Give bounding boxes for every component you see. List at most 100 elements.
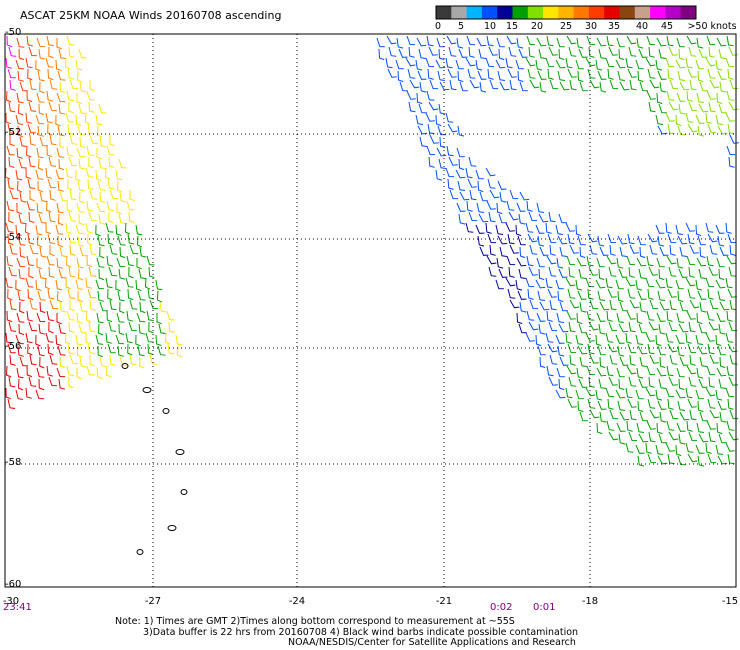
wind-barb: [106, 255, 114, 267]
wind-barb: [575, 224, 582, 237]
wind-barb: [124, 222, 131, 235]
lat-label: -52: [5, 127, 22, 138]
wind-barb: [116, 180, 123, 193]
wind-barb: [638, 268, 647, 279]
wind-barb: [115, 334, 124, 345]
wind-barb: [127, 233, 135, 245]
wind-barb: [708, 321, 719, 331]
wind-barb: [65, 277, 71, 290]
wind-barb: [6, 255, 14, 267]
wind-barb: [635, 334, 644, 345]
wind-barb: [418, 103, 427, 114]
wind-barb: [486, 35, 494, 47]
time-label: 23:41: [3, 602, 32, 613]
wind-barb: [537, 235, 545, 247]
wind-barb: [46, 145, 53, 158]
wind-barb: [86, 90, 95, 101]
wind-barb: [107, 288, 113, 301]
wind-barb: [705, 442, 712, 454]
wind-barb: [669, 299, 677, 311]
legend-swatch: [466, 6, 483, 19]
wind-barb: [67, 178, 73, 191]
wind-barb: [98, 268, 105, 281]
wind-barb: [647, 398, 656, 409]
wind-barb: [25, 57, 33, 69]
wind-barb: [679, 411, 690, 421]
wind-barb: [535, 279, 546, 289]
wind-barb: [599, 301, 610, 311]
wind-barb: [35, 114, 44, 125]
wind-barb: [665, 442, 675, 452]
wind-barb: [618, 48, 625, 61]
wind-barb: [96, 202, 106, 213]
legend-swatch: [588, 6, 605, 19]
lon-label: -24: [288, 596, 306, 607]
wind-barb: [8, 321, 17, 332]
wind-barb: [5, 332, 12, 344]
wind-barb: [546, 35, 554, 47]
wind-barb: [139, 301, 146, 314]
wind-barb: [627, 68, 637, 78]
wind-barb: [5, 57, 12, 69]
wind-barb: [718, 433, 727, 444]
island-outline: [121, 363, 129, 369]
wind-barb: [547, 233, 557, 244]
wind-barb: [105, 332, 112, 344]
wind-barb: [77, 235, 84, 247]
wind-barb: [599, 81, 607, 93]
wind-barb: [626, 35, 637, 45]
wind-barb: [68, 101, 74, 114]
wind-barb: [406, 35, 416, 46]
wind-barb: [55, 334, 62, 346]
wind-barb: [126, 255, 134, 267]
wind-barb: [106, 200, 114, 212]
wind-barb: [95, 169, 102, 181]
wind-barb: [648, 431, 656, 443]
wind-barb: [679, 81, 690, 91]
wind-barb: [416, 37, 427, 47]
wind-barb: [28, 266, 34, 279]
wind-barb: [708, 266, 718, 276]
wind-barb: [148, 266, 155, 278]
wind-barb: [717, 290, 726, 301]
wind-barb: [526, 255, 534, 267]
wind-barb: [428, 156, 435, 168]
wind-barb: [667, 68, 674, 80]
wind-barb: [489, 189, 500, 199]
wind-barb: [128, 211, 135, 223]
wind-barb: [516, 202, 526, 212]
wind-barb: [656, 37, 667, 47]
wind-barb: [477, 180, 484, 193]
wind-barb: [547, 288, 557, 298]
wind-barb: [545, 332, 554, 343]
wind-barb: [499, 191, 507, 203]
wind-barb: [16, 92, 24, 104]
wind-barb: [655, 444, 664, 455]
legend-label: 45: [660, 21, 674, 32]
wind-barb: [555, 59, 566, 69]
wind-barb: [385, 57, 393, 69]
wind-barb: [637, 290, 647, 300]
wind-barb: [718, 103, 727, 114]
legend-label: 35: [607, 21, 621, 32]
wind-barb: [557, 345, 565, 357]
wind-barb: [647, 453, 657, 464]
wind-barb: [567, 398, 577, 408]
wind-barb: [45, 167, 52, 179]
note-line: NOAA/NESDIS/Center for Satellite Applica…: [288, 637, 576, 648]
wind-barb: [6, 310, 13, 323]
wind-barb: [16, 180, 23, 193]
wind-barb: [56, 38, 62, 50]
wind-barb: [446, 35, 457, 45]
wind-barb: [36, 235, 43, 248]
wind-barb: [667, 453, 675, 465]
wind-barb: [665, 57, 675, 68]
wind-barb: [516, 37, 524, 49]
wind-barb: [417, 70, 427, 80]
wind-barb: [5, 90, 12, 103]
wind-barb: [88, 211, 97, 222]
wind-barb: [726, 420, 735, 431]
wind-barb: [108, 266, 117, 277]
wind-barb: [686, 310, 696, 320]
legend-swatch: [573, 6, 590, 19]
